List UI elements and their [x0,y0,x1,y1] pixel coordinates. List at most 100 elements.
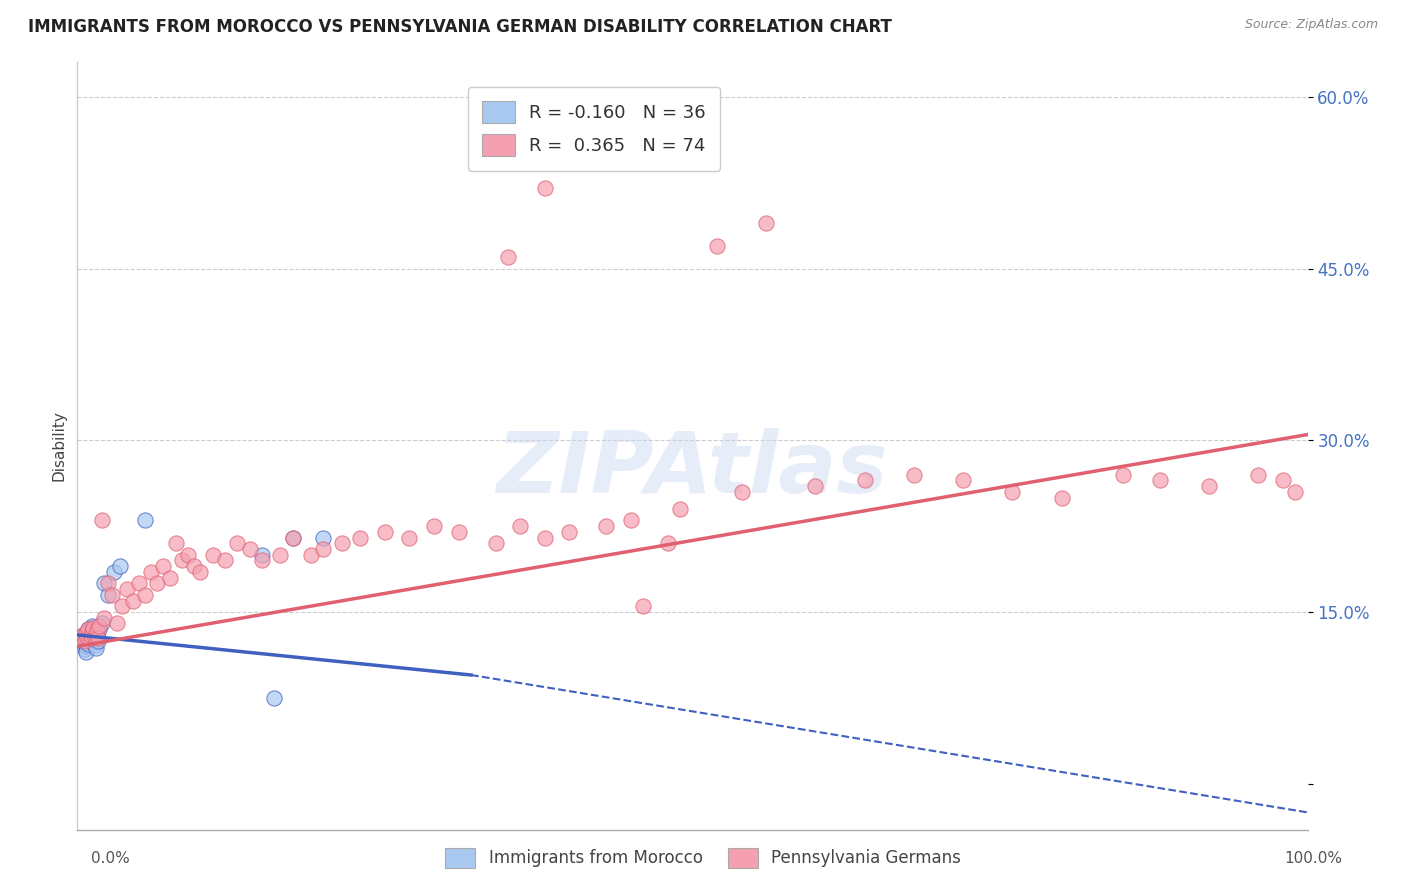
Text: Source: ZipAtlas.com: Source: ZipAtlas.com [1244,18,1378,31]
Point [84,640,107,655]
Point [1112,467,1135,482]
Point [269,548,291,562]
Point [82,632,104,647]
Point [755,216,778,230]
Point [152,559,174,574]
Point [79,624,101,639]
Point [146,576,169,591]
Point [93,611,115,625]
Point [141,565,163,579]
Point [80,629,103,643]
Y-axis label: Disability: Disability [51,410,66,482]
Point [87,633,110,648]
Point [80,628,103,642]
Point [84,627,107,641]
Point [80,621,103,635]
Point [75,645,97,659]
Point [76,630,98,644]
Point [183,559,205,574]
Point [82,619,104,633]
Point [90,513,114,527]
Point [128,576,150,591]
Point [103,565,125,579]
Point [73,641,96,656]
Point [86,632,108,646]
Point [77,637,100,651]
Point [903,467,925,482]
Point [82,621,104,635]
Point [121,593,143,607]
Text: ZIPAtlas: ZIPAtlas [496,427,889,510]
Point [188,565,212,579]
Point [201,548,224,562]
Point [101,588,124,602]
Point [72,628,94,642]
Point [177,548,200,562]
Point [312,542,335,557]
Point [398,531,420,545]
Legend: R = -0.160   N = 36, R =  0.365   N = 74: R = -0.160 N = 36, R = 0.365 N = 74 [468,87,720,170]
Point [731,484,754,499]
Point [89,619,111,633]
Point [633,599,655,614]
Point [82,627,104,641]
Point [281,531,304,545]
Point [79,632,101,646]
Point [83,638,105,652]
Text: 0.0%: 0.0% [91,851,131,865]
Point [86,628,108,642]
Point [330,536,353,550]
Point [1272,474,1295,488]
Point [374,524,396,539]
Point [82,624,104,639]
Point [349,531,371,545]
Point [1247,467,1270,482]
Text: 100.0%: 100.0% [1285,851,1343,865]
Point [72,633,94,648]
Point [105,616,128,631]
Point [485,536,508,550]
Point [281,531,304,545]
Point [423,519,446,533]
Point [134,513,156,527]
Point [1198,479,1220,493]
Point [1050,491,1073,505]
Point [657,536,679,550]
Point [75,625,97,640]
Point [77,622,100,636]
Point [75,640,97,654]
Legend: Immigrants from Morocco, Pennsylvania Germans: Immigrants from Morocco, Pennsylvania Ge… [439,841,967,875]
Point [706,238,728,252]
Point [239,542,262,557]
Point [299,548,322,562]
Point [534,181,557,195]
Point [509,519,531,533]
Point [250,553,273,567]
Point [250,548,273,562]
Point [1284,484,1306,499]
Point [496,250,519,264]
Point [447,524,470,539]
Point [620,513,643,527]
Point [83,630,105,644]
Point [1001,484,1024,499]
Point [263,690,285,705]
Point [90,616,114,631]
Point [87,632,110,646]
Point [97,588,120,602]
Point [595,519,617,533]
Point [111,599,132,614]
Point [312,531,335,545]
Point [165,536,187,550]
Point [76,625,98,640]
Point [79,632,101,646]
Point [76,630,98,644]
Point [73,633,96,648]
Point [110,559,132,574]
Point [669,502,692,516]
Point [170,553,193,567]
Point [82,624,104,638]
Point [804,479,827,493]
Text: IMMIGRANTS FROM MOROCCO VS PENNSYLVANIA GERMAN DISABILITY CORRELATION CHART: IMMIGRANTS FROM MOROCCO VS PENNSYLVANIA … [28,18,891,36]
Point [159,571,181,585]
